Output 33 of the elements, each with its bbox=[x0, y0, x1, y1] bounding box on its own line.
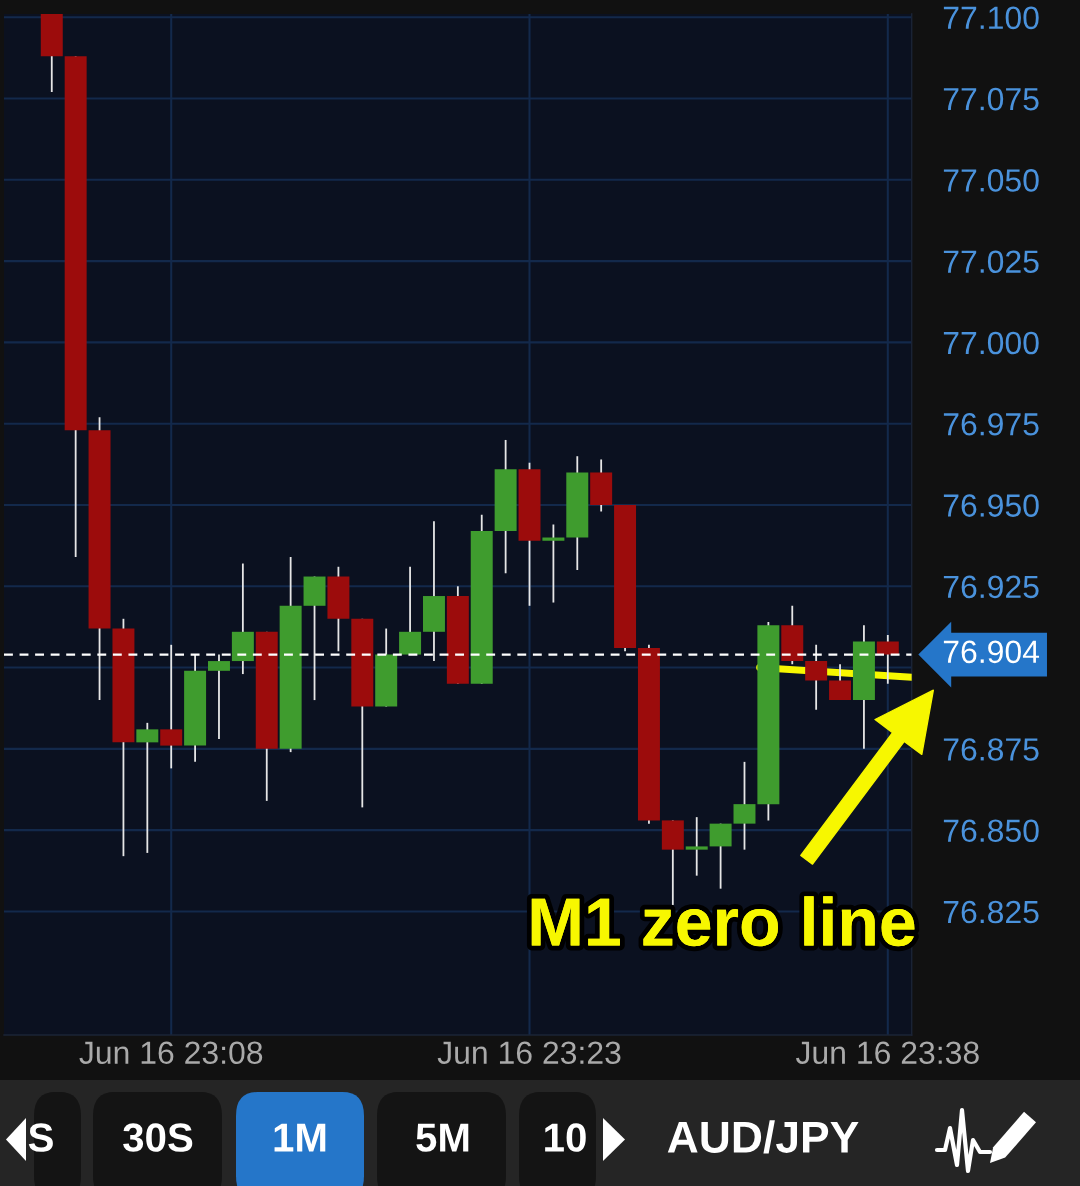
candlestick bbox=[709, 822, 732, 890]
candlestick bbox=[136, 721, 159, 854]
y-tick-label: 76.950 bbox=[943, 494, 1039, 517]
text: AUD/JPY bbox=[667, 1120, 859, 1154]
candlestick bbox=[733, 760, 756, 851]
candlestick bbox=[829, 663, 852, 701]
annotation: M1 zero line bbox=[531, 896, 915, 947]
text: 1M bbox=[274, 1123, 326, 1152]
candlestick bbox=[805, 643, 828, 711]
y-tick-label: 77.100 bbox=[943, 6, 1039, 30]
x-tick-label: Jun 16 23:08 bbox=[79, 1041, 263, 1065]
text: S bbox=[28, 1123, 53, 1152]
ref-line-label: 76.904 bbox=[943, 640, 1040, 664]
candlestick bbox=[685, 816, 708, 877]
candlestick bbox=[876, 634, 899, 685]
y-tick-label: 76.825 bbox=[943, 900, 1039, 924]
y-tick-label: 77.075 bbox=[943, 87, 1039, 111]
y-tick-label: 76.925 bbox=[943, 575, 1039, 599]
text: 10 bbox=[545, 1123, 586, 1152]
candlestick bbox=[160, 643, 183, 770]
y-tick-label: 76.875 bbox=[943, 738, 1039, 761]
candlestick bbox=[399, 565, 422, 656]
text: 5M bbox=[416, 1123, 469, 1152]
y-tick-label: 77.050 bbox=[943, 169, 1039, 192]
x-tick-label: Jun 16 23:23 bbox=[437, 1041, 621, 1065]
y-tick-label: 76.850 bbox=[943, 819, 1039, 843]
x-tick-label: Jun 16 23:38 bbox=[795, 1041, 979, 1065]
candlestick bbox=[207, 653, 230, 741]
text: 30S bbox=[123, 1123, 193, 1152]
y-tick-label: 76.975 bbox=[943, 412, 1039, 436]
y-tick-label: 77.000 bbox=[943, 331, 1039, 355]
y-tick-label: 77.025 bbox=[943, 250, 1039, 274]
candlestick bbox=[542, 523, 565, 604]
